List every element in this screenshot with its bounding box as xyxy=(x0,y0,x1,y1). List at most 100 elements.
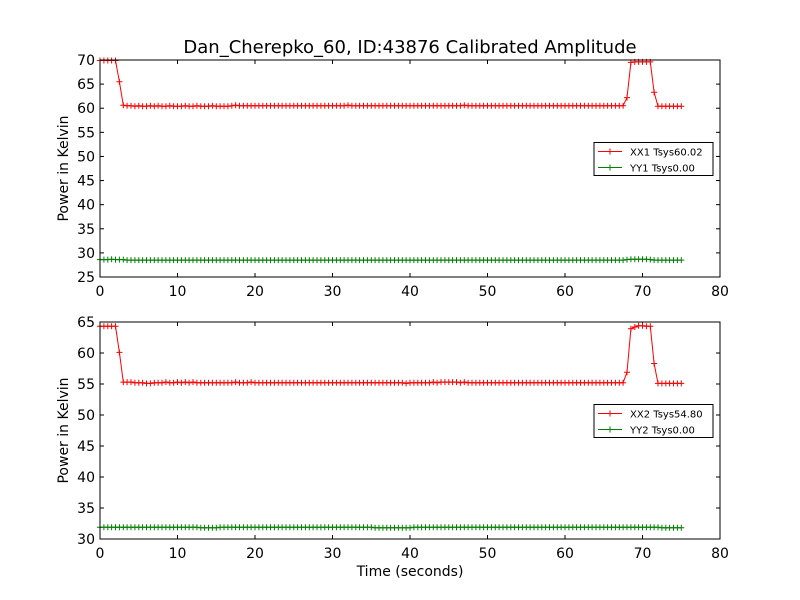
x-tick-label: 40 xyxy=(401,284,419,300)
subplot-1: 0 10 20 30 40 50 60 70 80 25 30 35 40 45 50 55 60 65 70 Pow… xyxy=(56,53,729,300)
y-tick-label: 65 xyxy=(77,77,95,93)
legend-marker xyxy=(607,164,613,171)
data-point-marker xyxy=(174,379,181,386)
data-point-marker xyxy=(403,380,410,387)
series-xx1 xyxy=(97,57,685,110)
data-point-marker xyxy=(647,323,654,330)
y-tick-label: 40 xyxy=(77,198,95,214)
y-tick-label: 30 xyxy=(77,532,95,548)
x-tick-label: 50 xyxy=(479,546,497,562)
legend-marker xyxy=(607,426,613,433)
legend-marker xyxy=(607,410,613,417)
plot-frame xyxy=(99,59,721,278)
data-point-marker xyxy=(213,524,220,531)
y-axis-label: Power in Kelvin xyxy=(56,377,72,483)
data-point-marker xyxy=(182,379,189,386)
data-point-marker xyxy=(678,524,685,531)
legend-label: YY1 Tsys0.00 xyxy=(629,164,695,175)
data-point-marker xyxy=(112,323,119,330)
series-yy1 xyxy=(97,256,685,264)
series-yy2 xyxy=(97,524,685,531)
data-point-marker xyxy=(655,524,661,531)
x-tick-label: 10 xyxy=(169,284,187,300)
data-point-marker xyxy=(139,379,146,386)
data-point-marker xyxy=(453,379,460,386)
data-point-marker xyxy=(627,325,634,332)
legend-label: XX2 Tsys54.80 xyxy=(630,410,703,421)
data-point-marker xyxy=(116,349,123,356)
y-tick-label: 65 xyxy=(77,315,95,331)
y-tick-label: 50 xyxy=(77,408,95,424)
data-point-marker xyxy=(430,379,437,386)
data-point-marker xyxy=(190,379,196,386)
legend-label: XX1 Tsys60.02 xyxy=(630,148,703,159)
y-tick-label: 45 xyxy=(77,174,95,190)
data-point-marker xyxy=(178,379,185,386)
data-point-marker xyxy=(457,379,464,386)
data-point-marker xyxy=(193,524,200,531)
data-point-marker xyxy=(651,89,658,96)
data-point-marker xyxy=(461,379,468,386)
plot-panels: 0 10 20 30 40 50 60 70 80 25 30 35 40 45 50 55 60 65 70 Pow… xyxy=(56,53,729,562)
data-point-marker xyxy=(678,103,685,110)
data-point-marker xyxy=(434,379,441,386)
x-tick-label: 20 xyxy=(246,546,264,562)
data-point-marker xyxy=(128,379,134,386)
x-tick-label: 30 xyxy=(324,546,342,562)
data-point-marker xyxy=(116,78,123,85)
y-tick-label: 70 xyxy=(77,53,95,69)
data-point-marker xyxy=(624,94,630,101)
data-point-marker xyxy=(678,380,685,387)
y-tick-label: 55 xyxy=(77,377,95,393)
data-point-marker xyxy=(426,379,433,386)
legend-box xyxy=(593,142,714,176)
legend: XX1 Tsys60.02 YY1 Tsys0.00 xyxy=(593,142,714,176)
data-point-marker xyxy=(624,369,630,376)
y-tick-label: 25 xyxy=(77,270,95,286)
y-tick-label: 60 xyxy=(77,346,95,362)
y-tick-label: 35 xyxy=(77,501,95,517)
legend-label: YY2 Tsys0.00 xyxy=(629,426,695,437)
y-tick-label: 45 xyxy=(77,439,95,455)
x-tick-label: 40 xyxy=(401,546,419,562)
data-point-marker xyxy=(368,524,375,531)
x-tick-label: 60 xyxy=(556,546,574,562)
data-point-marker xyxy=(244,379,251,386)
data-point-marker xyxy=(407,524,413,531)
x-tick-label: 0 xyxy=(96,546,105,562)
data-point-marker xyxy=(186,379,193,386)
y-tick-label: 60 xyxy=(77,101,95,117)
data-point-marker xyxy=(639,322,646,329)
data-point-marker xyxy=(147,380,154,387)
data-point-marker xyxy=(399,379,406,386)
data-point-marker xyxy=(620,379,627,386)
data-point-marker xyxy=(228,379,235,386)
x-tick-label: 0 xyxy=(96,284,105,300)
x-tick-label: 50 xyxy=(479,284,497,300)
data-point-marker xyxy=(232,379,239,386)
data-point-marker xyxy=(678,257,685,264)
legend: XX2 Tsys54.80 YY2 Tsys0.00 xyxy=(593,404,714,438)
y-tick-label: 50 xyxy=(77,149,95,165)
data-point-marker xyxy=(620,102,627,109)
x-tick-label: 10 xyxy=(169,546,187,562)
y-tick-label: 35 xyxy=(77,222,95,238)
data-point-marker xyxy=(162,379,169,386)
data-point-marker xyxy=(170,379,177,386)
data-point-marker xyxy=(159,379,165,386)
data-point-marker xyxy=(631,324,638,330)
data-point-marker xyxy=(248,379,255,386)
y-axis-label: Power in Kelvin xyxy=(56,115,72,221)
y-tick-label: 40 xyxy=(77,470,95,486)
plot-frame xyxy=(99,321,721,540)
legend-box xyxy=(593,404,714,438)
series-xx2 xyxy=(97,322,685,387)
data-point-marker xyxy=(651,360,658,367)
x-tick-label: 30 xyxy=(324,284,342,300)
y-tick-label: 30 xyxy=(77,246,95,262)
legend-marker xyxy=(607,148,613,155)
x-tick-label: 70 xyxy=(634,546,652,562)
subplot-2: 0 10 20 30 40 50 60 70 80 30 35 40 45 50 55 60 65 Power i… xyxy=(56,315,729,562)
x-tick-label: 80 xyxy=(711,546,729,562)
